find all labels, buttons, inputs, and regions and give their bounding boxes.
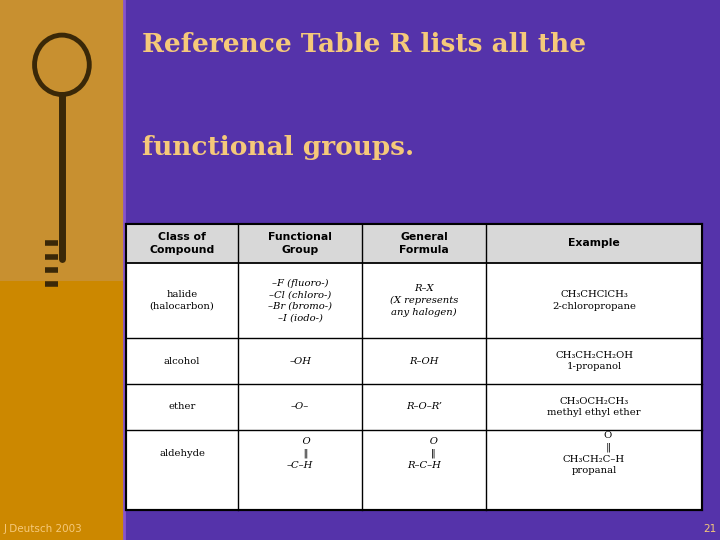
Bar (0, 0, 124, 281)
Text: CH₃CHClCH₃
2-chloropropane: CH₃CHClCH₃ 2-chloropropane (552, 291, 636, 310)
Text: O
         ‖
CH₃CH₂C–H
propanal: O ‖ CH₃CH₂C–H propanal (563, 431, 625, 475)
Text: Reference Table R lists all the: Reference Table R lists all the (142, 32, 586, 57)
Text: R–OH: R–OH (410, 356, 438, 366)
Ellipse shape (35, 35, 89, 94)
Text: functional groups.: functional groups. (142, 135, 414, 160)
Text: ether: ether (168, 402, 196, 411)
Text: O
      ‖
R–C–H: O ‖ R–C–H (407, 437, 441, 470)
Bar (0, 281, 124, 540)
Text: O
    ‖
–C–H: O ‖ –C–H (287, 437, 313, 470)
Text: Example: Example (568, 239, 620, 248)
Text: –OH: –OH (289, 356, 311, 366)
Text: –F (fluoro-)
–Cl (chloro-)
–Br (bromo-)
–I (iodo-): –F (fluoro-) –Cl (chloro-) –Br (bromo-) … (269, 279, 332, 322)
Text: J Deutsch 2003: J Deutsch 2003 (4, 523, 82, 534)
Text: R–X
(X represents
any halogen): R–X (X represents any halogen) (390, 285, 458, 316)
Text: aldehyde: aldehyde (159, 449, 205, 458)
Text: –O–: –O– (291, 402, 310, 411)
Text: General
Formula: General Formula (399, 232, 449, 255)
Text: Class of
Compound: Class of Compound (150, 232, 215, 255)
Text: alcohol: alcohol (164, 356, 200, 366)
Bar (126, 224, 702, 263)
Text: R–O–R’: R–O–R’ (406, 402, 442, 411)
Text: Functional
Group: Functional Group (269, 232, 332, 255)
Text: CH₃OCH₂CH₃
methyl ethyl ether: CH₃OCH₂CH₃ methyl ethyl ether (547, 397, 641, 417)
Text: CH₃CH₂CH₂OH
1-propanol: CH₃CH₂CH₂OH 1-propanol (555, 351, 633, 372)
Text: halide
(halocarbon): halide (halocarbon) (150, 291, 215, 310)
Bar (126, 224, 702, 510)
Text: 21: 21 (703, 523, 716, 534)
